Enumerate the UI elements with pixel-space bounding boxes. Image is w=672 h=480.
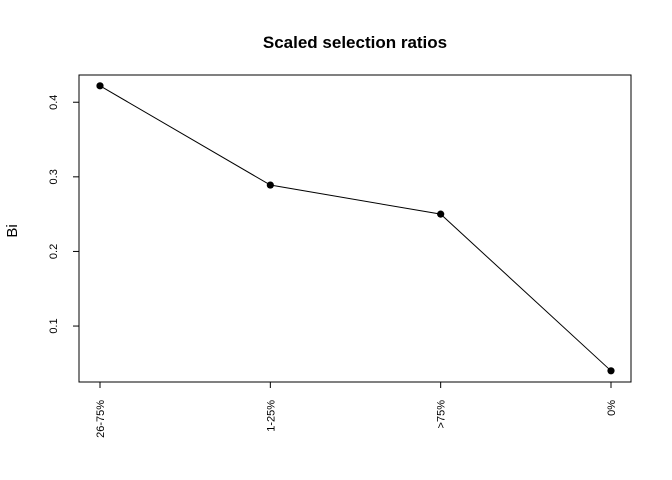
y-tick-label: 0.1 (48, 318, 60, 333)
data-point (266, 181, 274, 189)
y-axis: 0.1 0.2 0.3 0.4 (48, 95, 80, 334)
data-point (607, 367, 615, 375)
x-axis: 26-75% 1-25% >75% 0% (95, 381, 618, 438)
chart-title: Scaled selection ratios (263, 33, 447, 52)
x-tick-label: 26-75% (95, 400, 107, 438)
y-tick-label: 0.2 (48, 244, 60, 259)
y-axis-label: Bi (4, 224, 21, 237)
x-tick-label: >75% (436, 400, 448, 429)
series-bi (96, 82, 615, 375)
series-line (99, 85, 612, 372)
data-point (437, 210, 445, 218)
data-point (96, 82, 104, 90)
y-tick-label: 0.3 (48, 169, 60, 184)
x-tick-label: 0% (606, 400, 618, 416)
x-tick-label: 1-25% (265, 400, 277, 432)
plot-area-border (78, 74, 632, 383)
y-tick-label: 0.4 (48, 95, 60, 110)
